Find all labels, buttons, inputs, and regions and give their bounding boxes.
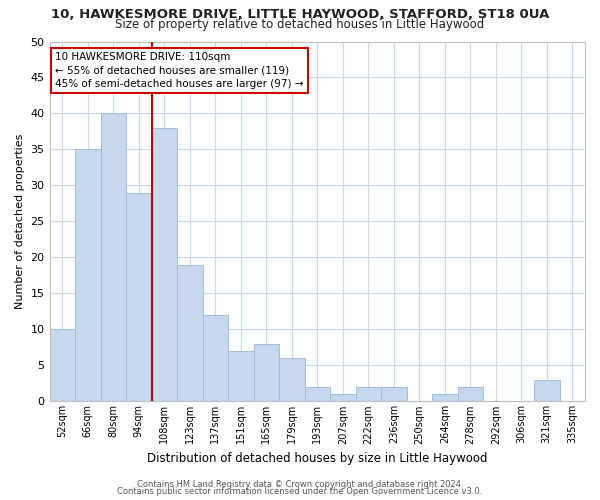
Text: 10, HAWKESMORE DRIVE, LITTLE HAYWOOD, STAFFORD, ST18 0UA: 10, HAWKESMORE DRIVE, LITTLE HAYWOOD, ST…: [51, 8, 549, 20]
Bar: [152, 128, 177, 402]
Bar: [254, 344, 279, 402]
Bar: [330, 394, 356, 402]
Text: Contains HM Land Registry data © Crown copyright and database right 2024.: Contains HM Land Registry data © Crown c…: [137, 480, 463, 489]
Text: Size of property relative to detached houses in Little Haywood: Size of property relative to detached ho…: [115, 18, 485, 31]
Bar: [279, 358, 305, 402]
Bar: [534, 380, 560, 402]
Bar: [203, 315, 228, 402]
Bar: [75, 150, 101, 402]
Bar: [228, 351, 254, 402]
Bar: [356, 387, 381, 402]
Bar: [177, 264, 203, 402]
Bar: [432, 394, 458, 402]
Text: 10 HAWKESMORE DRIVE: 110sqm
← 55% of detached houses are smaller (119)
45% of se: 10 HAWKESMORE DRIVE: 110sqm ← 55% of det…: [55, 52, 304, 88]
Bar: [101, 114, 126, 402]
Y-axis label: Number of detached properties: Number of detached properties: [15, 134, 25, 309]
Bar: [381, 387, 407, 402]
Text: Contains public sector information licensed under the Open Government Licence v3: Contains public sector information licen…: [118, 487, 482, 496]
Bar: [126, 192, 152, 402]
Bar: [305, 387, 330, 402]
Bar: [50, 330, 75, 402]
Bar: [458, 387, 483, 402]
X-axis label: Distribution of detached houses by size in Little Haywood: Distribution of detached houses by size …: [147, 452, 488, 465]
